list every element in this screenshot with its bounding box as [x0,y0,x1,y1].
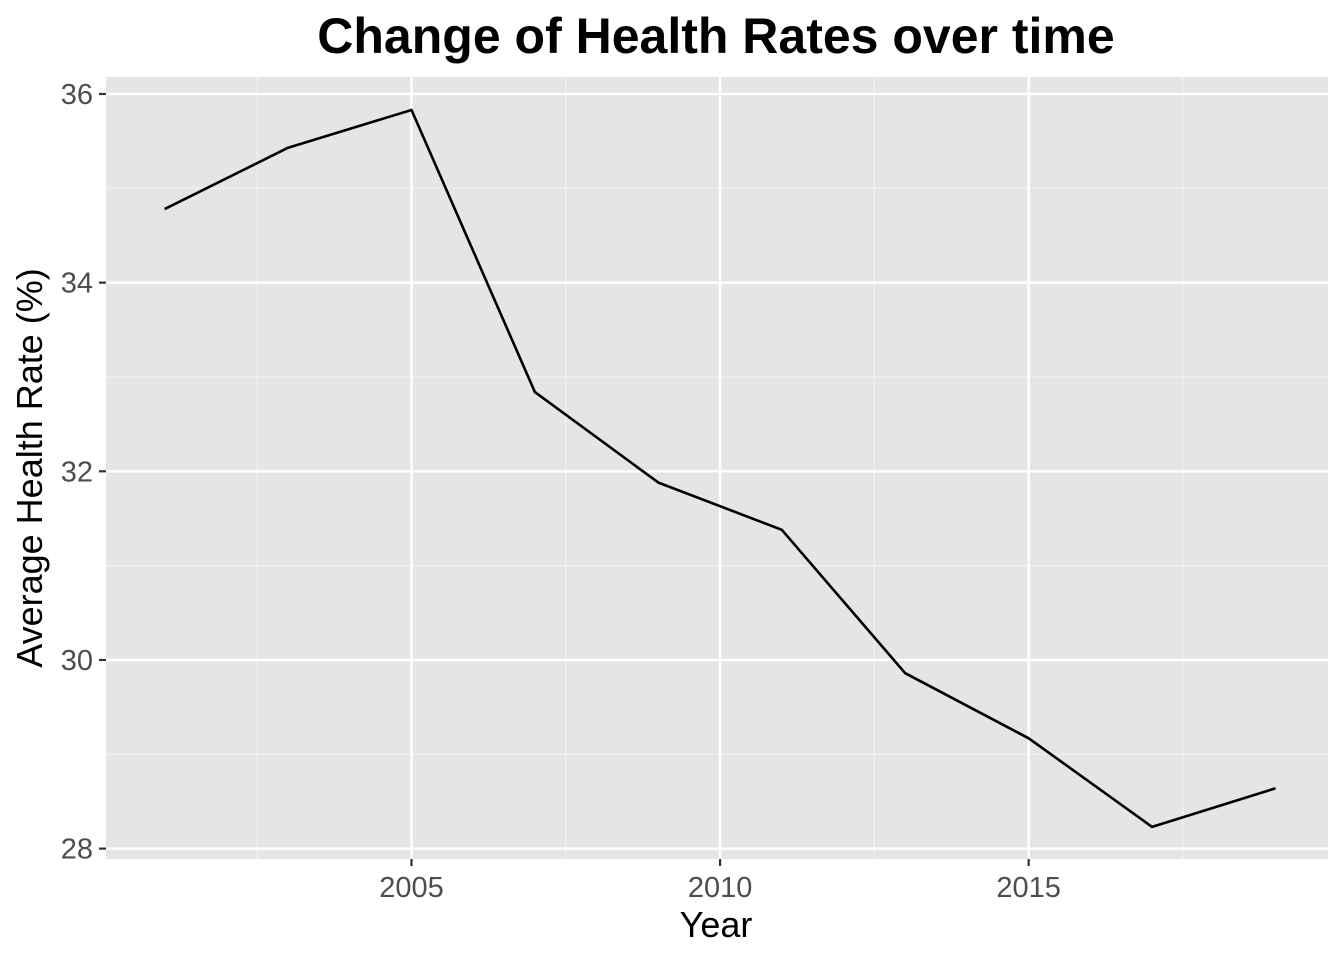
x-tick-label-1: 2010 [688,872,753,904]
plot-panel [106,77,1328,859]
x-axis: 2005 2010 2015 [379,859,1061,904]
x-tick-label-0: 2005 [379,872,444,904]
x-tick-label-2: 2015 [996,872,1061,904]
y-tick-label-4: 36 [61,79,93,111]
y-tick-label-0: 28 [61,834,93,866]
major-gridlines [106,77,1328,859]
series-line-0 [164,108,1276,829]
y-axis-title: Average Health Rate (%) [9,268,50,668]
x-axis-title: Year [680,904,753,945]
y-tick-label-1: 30 [61,645,93,677]
minor-gridlines [106,77,1328,859]
y-tick-label-3: 34 [61,268,93,300]
y-axis: 28 30 32 34 36 [61,79,106,866]
series-layer [164,108,1276,829]
y-tick-label-2: 32 [61,456,93,488]
chart-title: Change of Health Rates over time [317,8,1114,64]
